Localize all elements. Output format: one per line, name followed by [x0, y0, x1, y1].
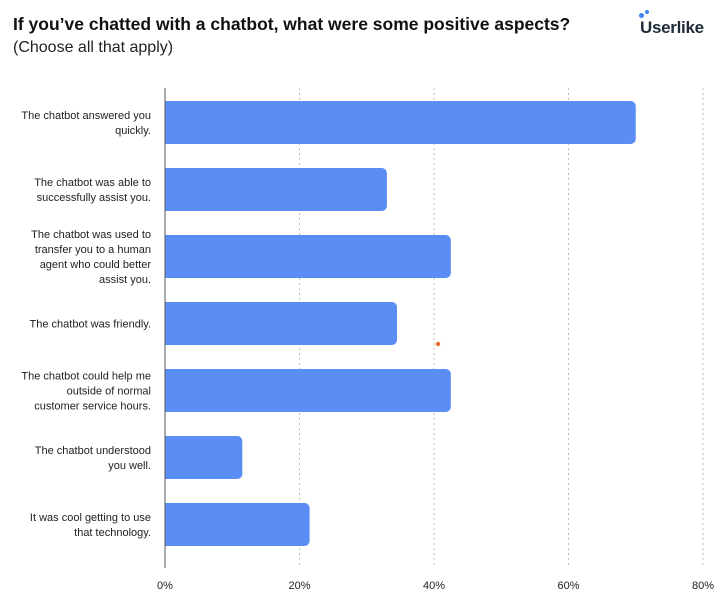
category-label-line: transfer you to a human: [35, 244, 151, 256]
category-label-line: The chatbot was friendly.: [30, 319, 151, 331]
bar: [165, 503, 310, 546]
category-labels: The chatbot answered you quickly.The chat…: [21, 110, 151, 539]
bar-base: [165, 503, 171, 546]
bar-base: [165, 436, 171, 479]
logo-dot-icon: [639, 13, 644, 18]
bar: [165, 302, 398, 345]
category-label-line: assist you.: [99, 274, 151, 286]
category-label: The chatbot could help me outside of norm…: [21, 371, 151, 413]
tick-label: 0%: [157, 580, 173, 592]
category-label-line: It was cool getting to use: [30, 512, 151, 524]
tick-label: 80%: [692, 580, 714, 592]
bar-base: [165, 168, 171, 211]
category-label-line: successfully assist you.: [37, 192, 151, 204]
tick-label: 20%: [288, 580, 310, 592]
x-axis-ticks: 0% 20% 40% 60% 80%: [157, 580, 714, 592]
bar-base: [165, 369, 171, 412]
category-label: The chatbot answered you quickly.: [21, 110, 151, 137]
category-label-line: agent who could better: [40, 259, 152, 271]
category-label-line: you well.: [108, 460, 151, 472]
category-label-line: The chatbot could help me: [21, 371, 151, 383]
bar: [165, 101, 636, 144]
category-label-line: that technology.: [74, 527, 151, 539]
bars: [165, 101, 636, 546]
bar-base: [165, 101, 171, 144]
category-label-line: The chatbot answered you: [21, 110, 151, 122]
userlike-logo: Userlike: [639, 10, 704, 38]
logo-dot-icon: [645, 10, 649, 14]
tick-label: 40%: [423, 580, 445, 592]
category-label: The chatbot was able to successfully assi…: [34, 177, 151, 204]
category-label: The chatbot was used to transfer you to a…: [31, 229, 151, 286]
category-label-line: The chatbot was able to: [34, 177, 151, 189]
bar: [165, 235, 451, 278]
chart-subtitle: (Choose all that apply): [13, 39, 174, 56]
category-label-line: customer service hours.: [34, 401, 151, 413]
annotation-dot: [435, 341, 441, 347]
tick-label: 60%: [557, 580, 579, 592]
category-label: The chatbot was friendly.: [30, 319, 151, 331]
bar-base: [165, 302, 171, 345]
category-label-line: outside of normal: [67, 386, 151, 398]
category-label-line: The chatbot was used to: [31, 229, 151, 241]
bar: [165, 436, 243, 479]
bar-base: [165, 235, 171, 278]
bar: [165, 168, 387, 211]
chart-title: If you’ve chatted with a chatbot, what w…: [13, 14, 571, 34]
category-label: The chatbot understood you well.: [35, 445, 151, 472]
bar: [165, 369, 451, 412]
category-label-line: quickly.: [115, 125, 151, 137]
category-label: It was cool getting to use that technolog…: [30, 512, 151, 539]
logo-text: Userlike: [640, 18, 704, 37]
category-label-line: The chatbot understood: [35, 445, 151, 457]
